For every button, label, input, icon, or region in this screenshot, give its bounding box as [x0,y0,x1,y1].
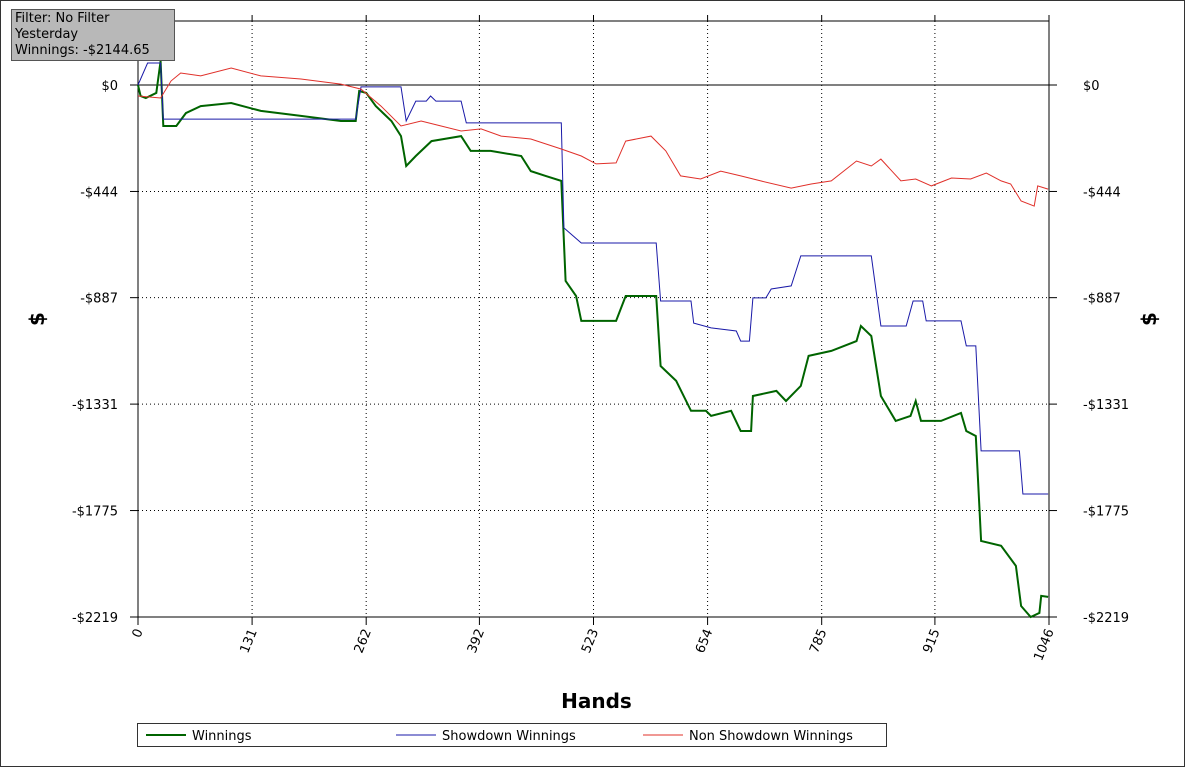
x-tick-label: 131 [238,627,261,656]
legend-label: Winnings [192,729,252,744]
series-line [137,67,1049,207]
y2-tick-label: -$1775 [1083,505,1129,520]
y-tick-label: $0 [101,79,118,94]
filter-line: Winnings: -$2144.65 [15,43,150,58]
y-tick-label: -$1775 [72,505,118,520]
y-tick-label: -$2219 [72,611,118,626]
y2-tick-label: $0 [1083,79,1100,94]
plot-frame [137,20,1050,618]
filter-line: Filter: No Filter [15,11,110,26]
legend: Winnings Showdown Winnings Non Showdown Wi… [137,723,887,747]
legend-label: Showdown Winnings [442,729,576,744]
y2-axis-title: $ [1137,312,1161,326]
x-tick-label: 523 [579,627,602,656]
x-tick-label: 915 [920,627,943,656]
legend-label: Non Showdown Winnings [689,729,853,744]
x-tick-label: 392 [465,627,488,656]
x-tick-label: 0 [130,627,147,640]
x-axis-title: Hands [561,689,632,713]
y-tick-label: -$1331 [72,398,118,413]
x-tick-label: 785 [807,627,830,656]
series-line [137,62,1049,495]
legend-svg: Winnings Showdown Winnings Non Showdown Wi… [146,729,853,744]
y-axis-title: $ [25,312,49,326]
x-tick-label: 654 [693,627,716,656]
y2-tick-label: -$444 [1083,185,1121,200]
y-tick-label: -$887 [80,292,118,307]
filter-box: Filter: No Filter Yesterday Winnings: -$21… [11,9,175,61]
y2-tick-label: -$1331 [1083,398,1129,413]
filter-line: Yesterday [15,27,79,42]
y2-tick-label: -$2219 [1083,611,1129,626]
y2-tick-label: -$887 [1083,292,1121,307]
x-tick-label: 1046 [1031,627,1057,663]
series-line [137,60,1049,619]
y-tick-label: -$444 [80,185,118,200]
x-tick-label: 262 [352,627,375,656]
